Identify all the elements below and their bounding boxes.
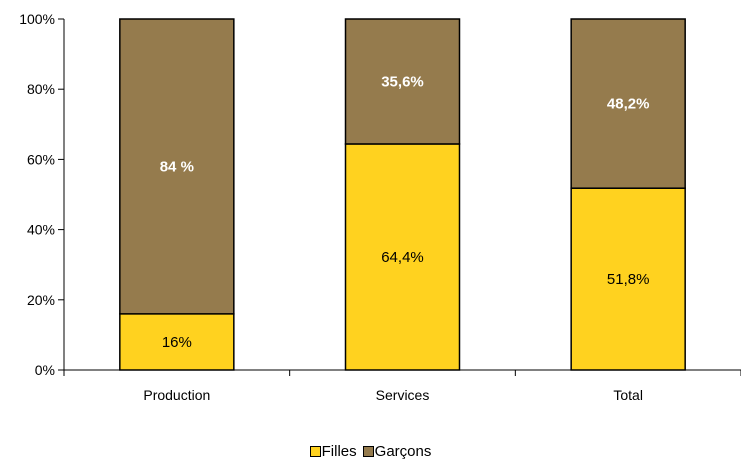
bars xyxy=(119,18,686,371)
y-tick-label: 0% xyxy=(35,362,55,378)
y-tick-label: 100% xyxy=(19,11,55,27)
x-axis: Production Services Total xyxy=(63,369,741,403)
bar-segment-filles xyxy=(344,143,461,371)
x-tick-label: Services xyxy=(376,387,430,403)
x-tick-label: Total xyxy=(613,387,643,403)
y-axis: 0% 20% 40% 60% 80% 100% xyxy=(19,11,65,378)
legend-swatch-filles xyxy=(309,446,321,457)
data-label: 51,8% xyxy=(607,271,650,288)
bar-segment-garcons xyxy=(119,18,235,315)
legend-item-filles: Filles xyxy=(309,443,357,460)
y-tick-label: 60% xyxy=(27,151,55,167)
data-label: 35,6% xyxy=(381,73,424,90)
data-label: 64,4% xyxy=(381,249,424,266)
x-tick-label: Production xyxy=(143,387,210,403)
data-label: 16% xyxy=(162,334,192,351)
data-label: 48,2% xyxy=(607,96,650,113)
legend-label-filles: Filles xyxy=(321,443,357,460)
bar-segment-garcons xyxy=(344,18,461,145)
bar-segment-garcons xyxy=(570,18,686,189)
legend-label-garcons: Garçons xyxy=(374,443,432,460)
bar-segment-filles xyxy=(570,187,686,371)
data-labels: 16% 84 % 64,4% 35,6% 51,8% 48,2% xyxy=(160,73,650,350)
legend-swatch-garcons xyxy=(362,446,374,457)
y-tick-label: 80% xyxy=(27,81,55,97)
legend: Filles Garçons xyxy=(0,443,741,460)
y-tick-label: 20% xyxy=(27,292,55,308)
y-tick-label: 40% xyxy=(27,222,55,238)
bar-segment-filles xyxy=(119,313,235,371)
data-label: 84 % xyxy=(160,158,194,175)
legend-item-garcons: Garçons xyxy=(362,443,432,460)
